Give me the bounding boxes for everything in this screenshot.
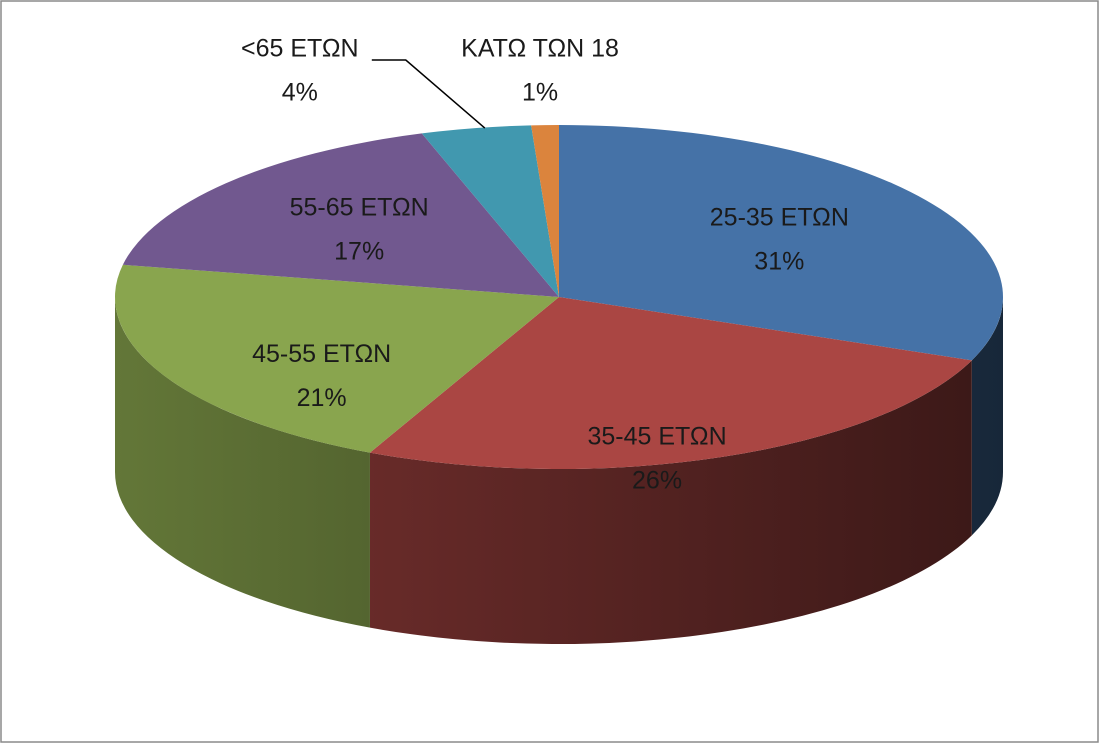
pie-slice [122,133,559,297]
category-label: <65 ΕΤΩΝ [241,35,359,63]
pie-slice [421,125,559,297]
slice-side [971,297,1003,536]
value-label: 1% [522,79,558,107]
slice-side [115,297,370,628]
leader-line [371,59,486,129]
value-label: 21% [297,384,347,412]
category-label: 55-65 ΕΤΩΝ [290,193,429,221]
pie-slice [369,297,972,469]
category-label: ΚΑΤΩ ΤΩΝ 18 [461,35,619,63]
value-label: 26% [632,467,682,495]
pie-slice [559,125,1004,361]
slice-side [369,360,972,644]
category-label: 25-35 ΕΤΩΝ [710,204,849,232]
pie-slice [531,125,559,297]
value-label: 31% [754,248,804,276]
value-label: 4% [282,79,318,107]
pie-slice [114,264,559,453]
category-label: 35-45 ΕΤΩΝ [588,423,727,451]
value-label: 17% [334,237,384,265]
category-label: 45-55 ΕΤΩΝ [252,340,391,368]
